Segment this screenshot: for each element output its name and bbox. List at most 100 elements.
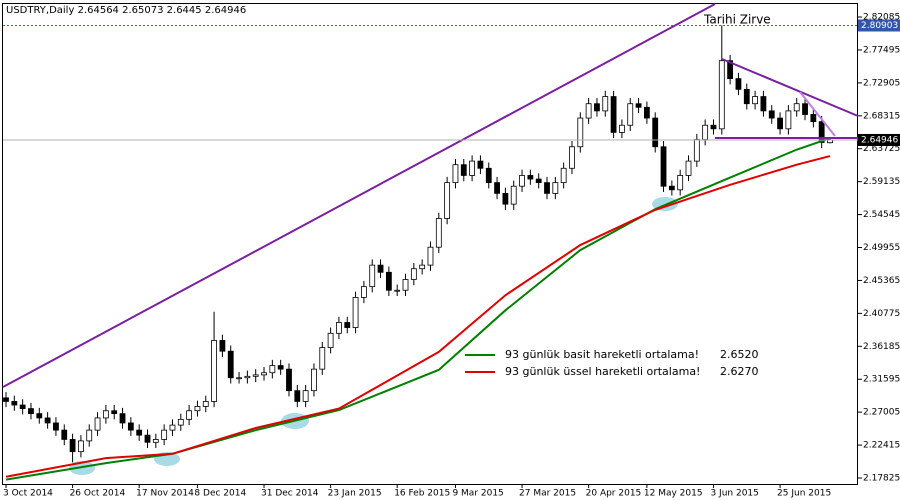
candle-body bbox=[186, 410, 193, 420]
candle-body bbox=[718, 60, 725, 130]
candle-body bbox=[494, 182, 500, 194]
legend: 93 günlük basit hareketli ortalama! 2.65… bbox=[465, 348, 759, 378]
candle-body bbox=[244, 375, 251, 379]
candle-body bbox=[619, 124, 625, 133]
y-tick-label: 2.45365 bbox=[863, 276, 900, 286]
candle-body bbox=[410, 268, 417, 280]
candle-body bbox=[643, 106, 650, 119]
x-tick-label: 8 Dec 2014 bbox=[194, 489, 246, 499]
candle-body bbox=[236, 377, 242, 380]
candle-body bbox=[127, 422, 134, 431]
candle-body bbox=[585, 103, 592, 119]
annotation: Tarihi Zirve bbox=[703, 13, 771, 27]
candle-body bbox=[652, 117, 659, 148]
candle-body bbox=[377, 264, 384, 273]
candle-body bbox=[294, 390, 301, 402]
candle-body bbox=[53, 422, 59, 431]
candle-body bbox=[269, 365, 276, 374]
x-tick-label: 25 Jun 2015 bbox=[777, 489, 831, 499]
peak-label-box bbox=[858, 19, 900, 32]
y-tick-label: 2.59135 bbox=[863, 177, 900, 187]
candle-body bbox=[369, 264, 376, 288]
candle-body bbox=[527, 175, 534, 180]
x-tick-label: 31 Dec 2014 bbox=[261, 489, 319, 499]
y-tick-label: 2.54545 bbox=[863, 210, 900, 220]
candle-body bbox=[660, 146, 667, 187]
trendlines bbox=[2, 3, 859, 388]
candle-body bbox=[735, 78, 742, 90]
candle-body bbox=[336, 322, 342, 334]
candle-body bbox=[252, 374, 259, 377]
candle-body bbox=[460, 164, 467, 176]
candle-body bbox=[477, 160, 484, 169]
candle-body bbox=[327, 332, 334, 349]
candle-body bbox=[36, 413, 43, 419]
x-tick-label: 16 Feb 2015 bbox=[394, 489, 450, 499]
candle-body bbox=[444, 182, 451, 219]
legend-label: 93 günlük basit hareketli ortalama! bbox=[505, 348, 699, 361]
candle-body bbox=[277, 365, 284, 370]
candle-body bbox=[419, 264, 426, 270]
candle-body bbox=[3, 397, 9, 402]
candle-body bbox=[510, 185, 517, 205]
candle-body bbox=[44, 417, 51, 424]
candle-body bbox=[802, 103, 808, 115]
x-tick-label: 3 Jun 2015 bbox=[710, 489, 758, 499]
candle-body bbox=[810, 114, 817, 123]
symbol: USDTRY,Daily bbox=[6, 5, 74, 16]
y-tick-label: 2.82085 bbox=[863, 13, 900, 23]
candle-body bbox=[385, 271, 392, 291]
x-tick-label: 20 Apr 2015 bbox=[586, 489, 642, 499]
candle-body bbox=[818, 121, 825, 143]
plot-frame bbox=[2, 3, 858, 485]
candle-body bbox=[610, 96, 617, 133]
candle-body bbox=[602, 96, 609, 112]
candle-body bbox=[485, 167, 492, 184]
x-tick-label: 9 Mar 2015 bbox=[452, 489, 503, 499]
candle-body bbox=[227, 350, 234, 379]
y-tick-label: 2.22415 bbox=[863, 441, 900, 451]
ohlc-close: 2.64946 bbox=[205, 5, 246, 16]
y-tick-label: 2.63725 bbox=[863, 144, 900, 154]
y-tick-label: 2.17825 bbox=[863, 474, 900, 484]
ohlc-low: 2.6445 bbox=[167, 5, 202, 16]
candle-body bbox=[344, 322, 351, 328]
candle-body bbox=[677, 175, 684, 191]
trendline bbox=[721, 58, 859, 117]
candle-body bbox=[111, 410, 118, 415]
candle-body bbox=[194, 406, 201, 412]
candle-body bbox=[161, 429, 168, 440]
x-tick-label: 12 May 2015 bbox=[644, 489, 703, 499]
candle-body bbox=[768, 110, 775, 119]
candle-body bbox=[777, 117, 783, 130]
candle-body bbox=[319, 347, 326, 370]
candle-body bbox=[177, 418, 184, 426]
candle-body bbox=[28, 408, 34, 415]
candle-body bbox=[78, 440, 84, 453]
header: USDTRY,Daily 2.64564 2.65073 2.6445 2.64… bbox=[6, 5, 246, 16]
candle-body bbox=[469, 160, 476, 176]
candle-body bbox=[685, 160, 692, 176]
candle-body bbox=[11, 401, 18, 406]
legend-label: 93 günlük üssel hareketli ortalama! bbox=[505, 365, 700, 378]
candle-body bbox=[727, 60, 734, 80]
candle-body bbox=[693, 139, 700, 162]
candle-body bbox=[710, 124, 717, 130]
candle-body bbox=[69, 439, 76, 453]
candle-body bbox=[94, 417, 101, 431]
candle-body bbox=[793, 103, 800, 112]
candle-body bbox=[435, 218, 442, 248]
ohlc-open: 2.64564 bbox=[78, 5, 119, 16]
candle-body bbox=[560, 167, 567, 184]
candle-body bbox=[286, 368, 292, 392]
candle-body bbox=[569, 146, 575, 169]
y-tick-label: 2.27005 bbox=[863, 408, 900, 418]
moving-average bbox=[5, 155, 831, 478]
candle-body bbox=[311, 368, 317, 392]
candle-body bbox=[752, 96, 758, 105]
candle-body bbox=[19, 404, 26, 410]
candle-body bbox=[352, 297, 359, 328]
candle-body bbox=[394, 289, 401, 292]
